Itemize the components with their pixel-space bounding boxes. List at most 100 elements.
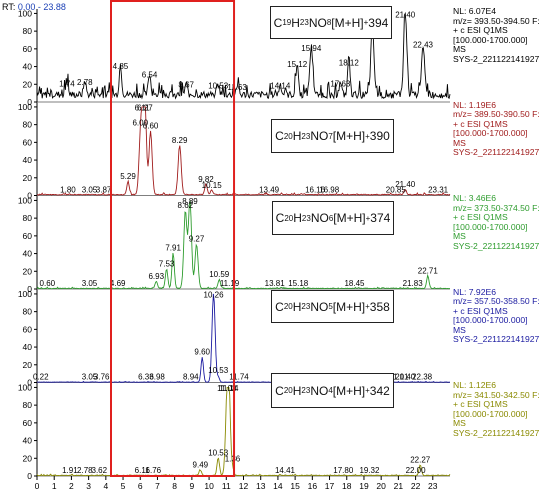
x-tick-label: 19 — [359, 481, 369, 491]
peak-label: 7.91 — [165, 244, 181, 253]
peak-label: 8.29 — [172, 136, 188, 145]
formula-part: 5 — [328, 302, 333, 311]
y-tick-label: 0 — [27, 191, 32, 201]
scan-info-line: m/z= 373.50-374.50 F: — [453, 202, 540, 213]
x-tick-label: 16 — [308, 481, 318, 491]
formula-part: 390 — [369, 129, 390, 143]
peak-label: 16.16 — [305, 186, 326, 195]
formula-part: 358 — [369, 299, 390, 314]
y-tick-label: 100 — [18, 8, 32, 18]
y-tick-label: 0 — [27, 378, 32, 388]
peak-label: 9.82 — [198, 175, 214, 184]
formula-part: NO — [310, 299, 329, 314]
formula-box: C 20 H 23 NO 4 [M+H] +342 — [271, 373, 394, 408]
scan-info-line: m/z= 357.50-358.50 F: — [453, 296, 540, 307]
formula-part: 23 — [301, 302, 311, 311]
scan-info-line: m/z= 341.50-342.50 F: — [453, 389, 540, 400]
y-tick-label: 100 — [18, 102, 32, 112]
formula-part: C — [275, 299, 284, 314]
x-tick-label: 2 — [69, 481, 74, 491]
peak-label: 3.76 — [94, 373, 110, 382]
scan-info-line: MS — [453, 137, 466, 148]
chromatogram-panel-2: 0 20 40 60 80 100 1.80 3.053.87 5.29 6.00 6.116.27… — [18, 102, 451, 201]
peak-label: 6.33 — [138, 373, 154, 382]
x-tick-label: 5 — [121, 481, 126, 491]
formula-part: 394 — [368, 15, 389, 30]
formula-part: 4 — [328, 386, 333, 395]
scan-info-line: SYS-2_221122141927 — [453, 147, 540, 158]
scan-info-line: + c ESI Q1MS — [453, 305, 508, 316]
peak-label: 9.60 — [194, 348, 210, 357]
x-tick-label: 1 — [52, 481, 57, 491]
formula-part: NO — [310, 383, 329, 398]
formula-part: H — [292, 129, 302, 143]
x-tick-label: 3 — [86, 481, 91, 491]
peak-label: 21.01 — [389, 373, 410, 382]
x-tick-label: 4 — [103, 481, 108, 491]
chromatogram-trace — [36, 386, 451, 477]
peak-label: 0.22 — [33, 373, 49, 382]
scan-info-line: MS — [453, 418, 466, 429]
peak-label: 17.63 — [330, 80, 351, 89]
peak-label: 10.26 — [204, 291, 225, 300]
formula-box: C 20 H 23 NO 5 [M+H] +358 — [271, 290, 394, 323]
peak-label: 13.49 — [259, 186, 280, 195]
rt-prefix: RT: — [2, 2, 16, 12]
scan-info-line: + c ESI Q1MS — [453, 212, 508, 223]
peak-label: 23.31 — [428, 186, 449, 195]
y-tick-label: 40 — [23, 342, 33, 352]
formula-part: C — [273, 15, 283, 30]
scan-info-line: NL: 1.12E6 — [453, 380, 496, 390]
y-tick-label: 80 — [23, 213, 33, 223]
peak-label: 3.05 — [82, 279, 98, 288]
peak-label: 7.53 — [159, 260, 175, 269]
peak-label: 11.74 — [229, 373, 249, 382]
formula-part: 23 — [299, 18, 309, 27]
formula-part: H — [292, 383, 302, 398]
formula-box: C 20 H 23 NO 6 [M+H] +374 — [272, 201, 394, 235]
chromatogram-panel-1: 0 20 40 60 80 100 1.74 2.78 4.85 6.54 8.67 10.53 11.… — [18, 8, 451, 107]
formula-part: + — [365, 213, 371, 223]
peak-label: 11.14 — [219, 384, 239, 393]
rt-range-label: RT: 0.00 - 23.88 — [2, 2, 66, 12]
peak-label: 6.11 — [135, 104, 151, 113]
formula-part: C — [275, 383, 284, 398]
peak-label: 18.45 — [344, 279, 365, 288]
peak-label: 6.00 — [132, 119, 148, 128]
scan-info: NL: 6.07E4 m/z= 393.50-394.50 F: + c ESI Q… — [453, 6, 540, 65]
formula-part: 6 — [328, 213, 334, 223]
peak-label: 15.12 — [287, 60, 308, 69]
peak-label: 10.15 — [202, 181, 223, 190]
x-tick-label: 21 — [394, 481, 404, 491]
x-tick-label: 15 — [290, 481, 300, 491]
peak-label: 10.59 — [209, 270, 230, 279]
peak-label: 22.38 — [412, 373, 433, 382]
formula-part: 23 — [301, 386, 311, 395]
formula-box: C 20 H 23 NO 7 [M+H] +390 — [271, 119, 394, 153]
x-tick-label: 6 — [138, 481, 143, 491]
formula-part: + — [365, 302, 370, 311]
scan-info-line: m/z= 389.50-390.50 F: — [453, 109, 540, 120]
y-tick-label: 40 — [23, 249, 33, 259]
scan-info: NL: 3.46E6 m/z= 373.50-374.50 F: + c ESI Q… — [453, 193, 540, 252]
peak-label: 17.80 — [333, 466, 354, 475]
peak-label: 22.00 — [406, 466, 427, 475]
peak-label: 6.11 — [135, 466, 151, 475]
peak-label: 10.53 — [208, 81, 229, 90]
rt-range-value: 0.00 - 23.88 — [17, 2, 66, 12]
peak-label: 8.67 — [178, 80, 194, 89]
x-tick-label: 13 — [256, 481, 266, 491]
scan-info-line: NL: 6.07E4 — [453, 6, 496, 16]
y-tick-label: 20 — [23, 79, 33, 89]
y-tick-label: 100 — [18, 289, 32, 299]
y-tick-label: 40 — [23, 62, 33, 72]
formula-part: 342 — [369, 383, 390, 398]
scan-info: NL: 7.92E6 m/z= 357.50-358.50 F: + c ESI Q… — [453, 287, 540, 346]
scan-info: NL: 1.12E6 m/z= 341.50-342.50 F: + c ESI Q… — [453, 380, 540, 439]
formula-part: 20 — [283, 302, 293, 311]
x-tick-label: 8 — [172, 481, 177, 491]
peak-label: 6.60 — [143, 122, 159, 131]
y-tick-label: 0 — [27, 97, 32, 107]
x-tick-label: 0 — [35, 481, 40, 491]
